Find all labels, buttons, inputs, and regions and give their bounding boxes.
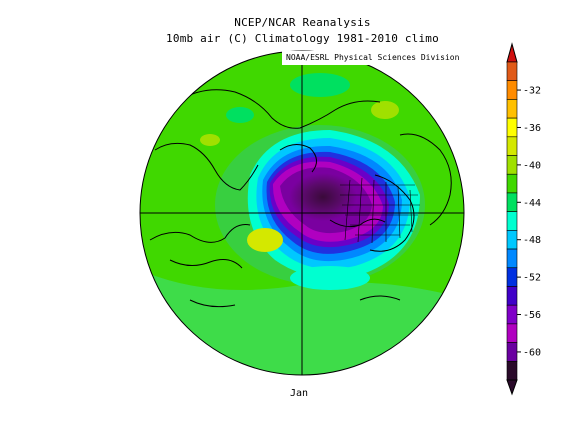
colorbar-tick-label: -52 — [523, 273, 541, 284]
colorbar-swatch — [506, 360, 518, 381]
colorbar-swatch — [506, 230, 518, 250]
colorbar: -32 -36 -40 -44 -48 -52 -56 -60 — [506, 42, 541, 396]
colorbar-tick-label: -40 — [523, 160, 541, 171]
colorbar-tick-label: -48 — [523, 235, 541, 246]
colorbar-swatch — [506, 80, 518, 100]
colorbar-swatch — [506, 342, 518, 362]
colorbar-swatch — [506, 136, 518, 156]
colorbar-swatch — [506, 267, 518, 287]
temperature-field — [140, 51, 464, 375]
colorbar-swatch — [506, 61, 518, 82]
map-title: NCEP/NCAR Reanalysis — [234, 16, 371, 29]
colorbar-swatch — [506, 211, 518, 231]
colorbar-swatch — [506, 99, 518, 119]
coastlines — [149, 89, 452, 308]
month-label: Jan — [290, 388, 309, 399]
colorbar-swatch — [506, 173, 518, 194]
colorbar-swatch — [506, 117, 518, 138]
colorbar-tick-label: -44 — [523, 198, 541, 209]
colorbar-tick-label: -56 — [523, 310, 541, 321]
colorbar-swatch — [506, 155, 518, 175]
credit-label: NOAA/ESRL Physical Sciences Division — [282, 51, 464, 65]
colorbar-swatch — [506, 323, 518, 343]
colorbar-swatch — [506, 192, 518, 212]
colorbar-arrow-top — [506, 42, 518, 63]
colorbar-tick-label: -60 — [523, 347, 541, 358]
colorbar-swatch — [506, 304, 518, 325]
map-subtitle: 10mb air (C) Climatology 1981-2010 climo — [166, 32, 439, 45]
colorbar-arrow-bottom — [506, 379, 518, 396]
land-outline-detail — [340, 177, 420, 244]
colorbar-tick-label: -32 — [523, 86, 541, 97]
colorbar-tick-label: -36 — [523, 123, 541, 134]
colorbar-swatch — [506, 248, 518, 269]
map-graticule — [140, 51, 464, 375]
colorbar-swatch — [506, 286, 518, 306]
